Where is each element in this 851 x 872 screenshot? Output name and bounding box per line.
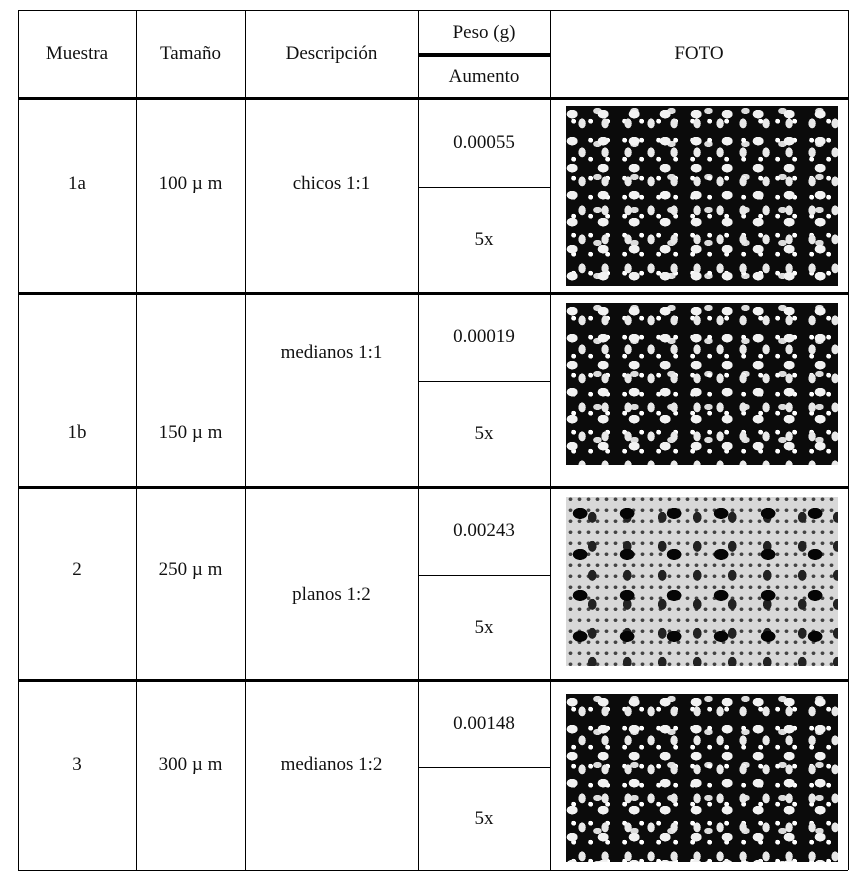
rule: [418, 767, 550, 768]
size: 300 µ m: [136, 745, 245, 785]
description: medianos 1:2: [245, 735, 418, 795]
sample-id: 1b: [18, 413, 136, 453]
rule: [418, 187, 550, 188]
photo: [566, 303, 838, 465]
header-cell: FOTO: [550, 10, 848, 98]
sample-id: 2: [18, 550, 136, 590]
description: medianos 1:1: [245, 323, 418, 383]
header-cell: Tamaño: [136, 10, 245, 98]
size: 250 µ m: [136, 550, 245, 590]
header-cell: Muestra: [18, 10, 136, 98]
weight: 0.00148: [418, 680, 550, 767]
rule: [418, 10, 419, 870]
photo: [566, 497, 838, 666]
header-cell: Descripción: [245, 10, 418, 98]
description: planos 1:2: [275, 565, 388, 625]
rule: [848, 10, 849, 870]
photo: [566, 106, 838, 286]
rule: [550, 10, 551, 870]
magnification: 5x: [418, 381, 550, 487]
rule: [418, 53, 550, 57]
sample-id: 3: [18, 745, 136, 785]
weight: 0.00055: [418, 98, 550, 187]
magnification: 5x: [418, 767, 550, 870]
rule: [18, 870, 848, 871]
magnification: 5x: [418, 575, 550, 680]
photo: [566, 694, 838, 862]
rule: [18, 10, 19, 870]
page: MuestraTamañoDescripciónPeso (g)AumentoF…: [0, 0, 851, 872]
header-cell: Peso (g): [418, 10, 550, 55]
size: 150 µ m: [136, 413, 245, 453]
rule: [418, 381, 550, 382]
weight: 0.00019: [418, 293, 550, 381]
sample-id: 1a: [18, 164, 136, 204]
size: 100 µ m: [136, 164, 245, 204]
rule: [18, 10, 848, 11]
description: chicos 1:1: [245, 154, 418, 214]
magnification: 5x: [418, 187, 550, 293]
rule: [136, 10, 137, 870]
weight: 0.00243: [418, 487, 550, 575]
header-cell: Aumento: [418, 55, 550, 98]
rule: [418, 575, 550, 576]
rule: [245, 10, 246, 870]
